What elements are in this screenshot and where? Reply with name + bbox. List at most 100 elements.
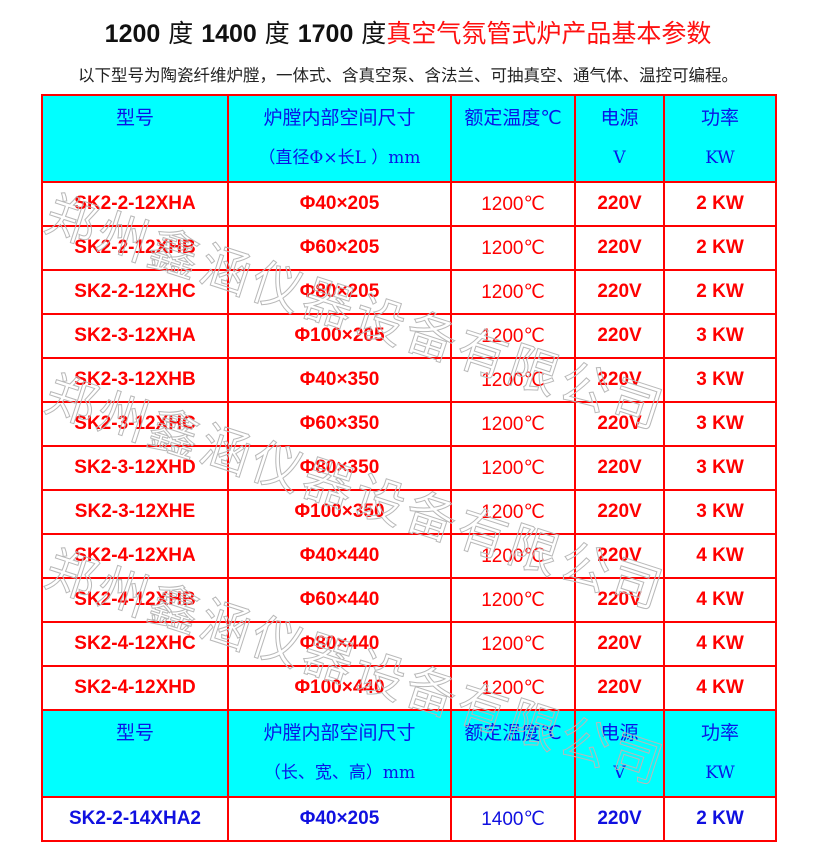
table-row: SK2-2-12XHB Φ60×205 1200℃ 220V 2 KW [41, 225, 777, 271]
cell-power: 2 KW [663, 225, 777, 271]
header-label: 型号 [115, 107, 154, 129]
cell-model: SK2-4-12XHB [41, 577, 229, 623]
cell-power: 4 KW [663, 533, 777, 579]
table-row: SK2-3-12XHD Φ80×350 1200℃ 220V 3 KW [41, 445, 777, 491]
cell-power-supply: 220V [574, 313, 665, 359]
table-row: SK2-4-12XHA Φ40×440 1200℃ 220V 4 KW [41, 533, 777, 579]
header-label: 额定温度℃ [464, 722, 562, 744]
cell-chamber-size: Φ80×440 [227, 621, 452, 667]
cell-model: SK2-3-12XHB [41, 357, 229, 403]
title-part: 1700 [297, 20, 354, 48]
cell-rated-temperature: 1200℃ [450, 313, 576, 359]
header-label: 功率 [700, 107, 739, 129]
cell-model: SK2-2-12XHB [41, 225, 229, 271]
cell-power: 4 KW [663, 577, 777, 623]
header-model: 型号 [41, 709, 229, 798]
table-row: SK2-3-12XHA Φ100×205 1200℃ 220V 3 KW [41, 313, 777, 359]
cell-power: 3 KW [663, 401, 777, 447]
subtitle: 以下型号为陶瓷纤维炉膛，一体式、含真空泵、含法兰、可抽真空、通气体、温控可编程。 [78, 66, 738, 85]
cell-power-supply: 220V [574, 181, 665, 227]
cell-model: SK2-3-12XHD [41, 445, 229, 491]
cell-chamber-size: Φ80×350 [227, 445, 452, 491]
cell-model: SK2-2-12XHC [41, 269, 229, 315]
cell-chamber-size: Φ40×350 [227, 357, 452, 403]
header-rated-temperature: 额定温度℃ [450, 94, 576, 183]
cell-chamber-size: Φ40×205 [227, 181, 452, 227]
title-part: 1400 [201, 20, 257, 48]
header-rated-temperature: 额定温度℃ [450, 709, 576, 798]
header-unit: （长、宽、高）mm [263, 763, 416, 783]
header-unit: V [613, 148, 626, 168]
table-row: SK2-3-12XHC Φ60×350 1200℃ 220V 3 KW [41, 401, 777, 447]
page-title: 1200 度 1400 度 1700 度真空气氛管式炉产品基本参数 [0, 14, 816, 50]
header-label: 电源 [600, 722, 639, 744]
header-model: 型号 [41, 94, 229, 183]
table-row: SK2-2-12XHA Φ40×205 1200℃ 220V 2 KW [41, 181, 777, 227]
cell-chamber-size: Φ60×350 [227, 401, 452, 447]
table-row: SK2-3-12XHE Φ100×350 1200℃ 220V 3 KW [41, 489, 777, 535]
table-row: SK2-2-12XHC Φ80×205 1200℃ 220V 2 KW [41, 269, 777, 315]
cell-power-supply: 220V [574, 577, 665, 623]
cell-power: 3 KW [663, 313, 777, 359]
header-power: 功率 KW [663, 94, 777, 183]
cell-rated-temperature: 1200℃ [450, 269, 576, 315]
title-part: 度 [256, 19, 298, 48]
cell-power-supply: 220V [574, 445, 665, 491]
table-row: SK2-4-12XHC Φ80×440 1200℃ 220V 4 KW [41, 621, 777, 667]
table-row: SK2-2-14XHA2 Φ40×205 1400℃ 220V 2 KW [41, 796, 777, 842]
header-power: 功率 KW [663, 709, 777, 798]
title-part: 度 [353, 19, 387, 48]
header-row: 型号 炉膛内部空间尺寸 （直径Φ×长L ）mm 额定温度℃ 电源 V 功率 KW [41, 94, 777, 183]
header-unit: （直径Φ×长L ）mm [258, 148, 421, 168]
cell-rated-temperature: 1200℃ [450, 533, 576, 579]
cell-rated-temperature: 1200℃ [450, 577, 576, 623]
header-label: 功率 [700, 722, 739, 744]
cell-chamber-size: Φ60×440 [227, 577, 452, 623]
cell-rated-temperature: 1200℃ [450, 489, 576, 535]
cell-chamber-size: Φ40×440 [227, 533, 452, 579]
table-row: SK2-3-12XHB Φ40×350 1200℃ 220V 3 KW [41, 357, 777, 403]
header-power-supply: 电源 V [574, 709, 665, 798]
cell-chamber-size: Φ100×350 [227, 489, 452, 535]
cell-power: 4 KW [663, 621, 777, 667]
cell-power-supply: 220V [574, 665, 665, 711]
cell-power-supply: 220V [574, 621, 665, 667]
cell-power: 3 KW [663, 445, 777, 491]
cell-power-supply: 220V [574, 796, 665, 842]
cell-model: SK2-2-12XHA [41, 181, 229, 227]
cell-power-supply: 220V [574, 357, 665, 403]
header-power-supply: 电源 V [574, 94, 665, 183]
cell-model: SK2-3-12XHC [41, 401, 229, 447]
cell-model: SK2-2-14XHA2 [41, 796, 229, 842]
cell-model: SK2-4-12XHD [41, 665, 229, 711]
cell-power: 3 KW [663, 357, 777, 403]
header-label: 型号 [115, 722, 154, 744]
cell-power: 2 KW [663, 269, 777, 315]
cell-power-supply: 220V [574, 401, 665, 447]
title-part: 1200 [104, 20, 161, 48]
title-part: 度 [160, 19, 202, 48]
cell-model: SK2-3-12XHA [41, 313, 229, 359]
header-label: 额定温度℃ [464, 107, 562, 129]
cell-power: 2 KW [663, 796, 777, 842]
cell-chamber-size: Φ80×205 [227, 269, 452, 315]
header-label: 电源 [600, 107, 639, 129]
cell-power-supply: 220V [574, 533, 665, 579]
cell-rated-temperature: 1200℃ [450, 665, 576, 711]
cell-power: 2 KW [663, 181, 777, 227]
cell-power-supply: 220V [574, 489, 665, 535]
cell-model: SK2-3-12XHE [41, 489, 229, 535]
cell-power: 4 KW [663, 665, 777, 711]
cell-rated-temperature: 1200℃ [450, 225, 576, 271]
cell-rated-temperature: 1200℃ [450, 357, 576, 403]
header-unit: KW [705, 148, 735, 168]
cell-rated-temperature: 1200℃ [450, 181, 576, 227]
cell-chamber-size: Φ60×205 [227, 225, 452, 271]
table-row: SK2-4-12XHD Φ100×440 1200℃ 220V 4 KW [41, 665, 777, 711]
table-row: SK2-4-12XHB Φ60×440 1200℃ 220V 4 KW [41, 577, 777, 623]
header-unit: V [613, 763, 626, 783]
cell-power-supply: 220V [574, 269, 665, 315]
title-part: 真空气氛管式炉产品基本参数 [386, 19, 712, 48]
cell-power: 3 KW [663, 489, 777, 535]
cell-rated-temperature: 1200℃ [450, 621, 576, 667]
